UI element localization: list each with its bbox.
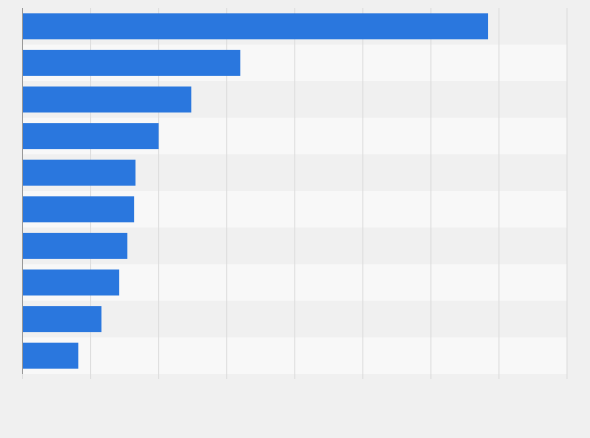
bar <box>22 86 192 113</box>
bar <box>22 13 489 40</box>
bar <box>22 196 135 223</box>
bars <box>22 13 489 369</box>
bar <box>22 269 120 296</box>
bar <box>22 49 241 76</box>
bar <box>22 232 128 259</box>
bar <box>22 306 102 333</box>
bar <box>22 342 79 369</box>
bar <box>22 123 159 150</box>
bar <box>22 159 136 186</box>
x-axis-ticks <box>22 374 568 379</box>
